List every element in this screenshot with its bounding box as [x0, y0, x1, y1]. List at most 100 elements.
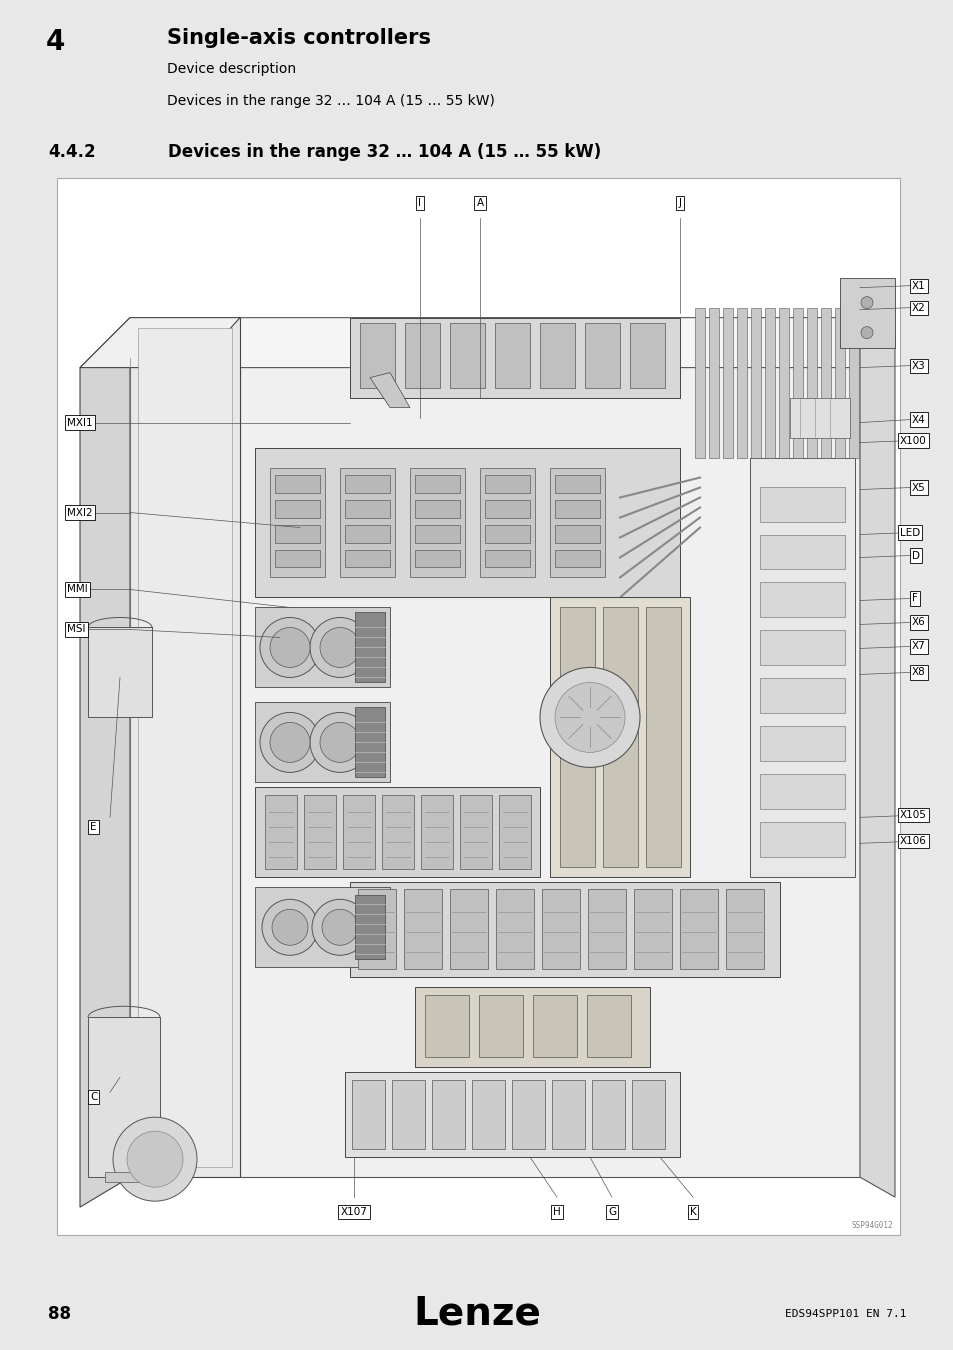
Text: Lenze: Lenze: [413, 1295, 540, 1332]
Polygon shape: [512, 1080, 544, 1149]
Polygon shape: [450, 323, 484, 387]
Text: X4: X4: [911, 414, 924, 425]
Polygon shape: [559, 608, 595, 867]
Polygon shape: [352, 1080, 385, 1149]
Text: EDS94SPP101 EN 7.1: EDS94SPP101 EN 7.1: [784, 1308, 905, 1319]
Polygon shape: [722, 308, 732, 458]
Polygon shape: [274, 500, 319, 517]
Polygon shape: [495, 323, 530, 387]
Polygon shape: [265, 795, 296, 869]
Polygon shape: [450, 890, 488, 969]
Polygon shape: [760, 630, 844, 666]
Polygon shape: [350, 883, 780, 977]
Polygon shape: [806, 308, 816, 458]
Circle shape: [312, 899, 368, 956]
Text: MSI: MSI: [67, 625, 86, 634]
Polygon shape: [587, 890, 625, 969]
Polygon shape: [779, 308, 788, 458]
Text: J: J: [678, 197, 680, 208]
Text: A: A: [476, 197, 483, 208]
Polygon shape: [848, 308, 858, 458]
Polygon shape: [555, 549, 599, 567]
Text: C: C: [90, 1092, 97, 1102]
Polygon shape: [760, 726, 844, 761]
Polygon shape: [80, 317, 130, 1207]
Polygon shape: [270, 467, 325, 578]
Polygon shape: [498, 795, 531, 869]
Polygon shape: [533, 995, 577, 1057]
Text: MXI1: MXI1: [67, 417, 92, 428]
Polygon shape: [254, 887, 390, 967]
Text: X3: X3: [911, 360, 924, 371]
Polygon shape: [586, 995, 630, 1057]
Text: D: D: [911, 551, 919, 560]
Text: Devices in the range 32 … 104 A (15 … 55 kW): Devices in the range 32 … 104 A (15 … 55…: [168, 143, 600, 161]
Polygon shape: [350, 317, 679, 398]
Text: X7: X7: [911, 641, 924, 652]
Circle shape: [861, 297, 872, 309]
Polygon shape: [459, 795, 492, 869]
Polygon shape: [359, 323, 395, 387]
Polygon shape: [415, 500, 459, 517]
Polygon shape: [254, 608, 390, 687]
Polygon shape: [760, 582, 844, 617]
Polygon shape: [760, 486, 844, 521]
Text: I: I: [418, 197, 421, 208]
Polygon shape: [679, 890, 718, 969]
Polygon shape: [424, 995, 469, 1057]
Polygon shape: [484, 549, 530, 567]
Text: 4: 4: [46, 27, 65, 55]
Text: X1: X1: [911, 281, 924, 290]
Text: X105: X105: [899, 810, 926, 821]
Circle shape: [272, 910, 308, 945]
Circle shape: [322, 910, 357, 945]
Polygon shape: [555, 475, 599, 493]
Text: Device description: Device description: [167, 62, 295, 76]
Text: G: G: [607, 1207, 616, 1218]
Circle shape: [112, 1118, 196, 1202]
Polygon shape: [432, 1080, 464, 1149]
Polygon shape: [631, 1080, 664, 1149]
Polygon shape: [88, 1018, 160, 1177]
Circle shape: [310, 617, 370, 678]
Polygon shape: [381, 795, 414, 869]
Polygon shape: [760, 822, 844, 857]
Polygon shape: [764, 308, 774, 458]
Polygon shape: [629, 323, 664, 387]
Text: Devices in the range 32 … 104 A (15 … 55 kW): Devices in the range 32 … 104 A (15 … 55…: [167, 95, 495, 108]
Polygon shape: [708, 308, 719, 458]
Text: X100: X100: [899, 436, 925, 446]
Polygon shape: [88, 628, 152, 717]
Polygon shape: [345, 549, 390, 567]
Polygon shape: [410, 467, 464, 578]
Circle shape: [310, 713, 370, 772]
Polygon shape: [478, 995, 522, 1057]
Polygon shape: [479, 467, 535, 578]
Text: X5: X5: [911, 482, 924, 493]
Polygon shape: [840, 278, 894, 347]
Polygon shape: [339, 467, 395, 578]
Text: X107: X107: [340, 1207, 367, 1218]
Polygon shape: [484, 475, 530, 493]
Polygon shape: [550, 467, 604, 578]
Text: K: K: [689, 1207, 696, 1218]
Polygon shape: [760, 775, 844, 810]
Polygon shape: [254, 702, 390, 783]
Polygon shape: [105, 1172, 143, 1183]
Polygon shape: [834, 308, 844, 458]
Text: MMI: MMI: [67, 585, 88, 594]
Polygon shape: [355, 895, 385, 960]
Circle shape: [539, 667, 639, 767]
Circle shape: [861, 327, 872, 339]
Polygon shape: [403, 890, 441, 969]
Text: X2: X2: [911, 302, 924, 313]
Polygon shape: [274, 525, 319, 543]
Polygon shape: [472, 1080, 504, 1149]
Polygon shape: [645, 608, 680, 867]
Text: X8: X8: [911, 667, 924, 678]
Polygon shape: [695, 308, 704, 458]
Polygon shape: [392, 1080, 424, 1149]
Polygon shape: [760, 535, 844, 570]
Polygon shape: [345, 500, 390, 517]
Text: H: H: [553, 1207, 560, 1218]
